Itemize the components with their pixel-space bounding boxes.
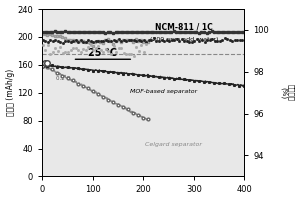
Text: 0.2 C: 0.2 C: [56, 76, 70, 81]
Text: Celgard separator: Celgard separator: [145, 142, 202, 147]
Text: 25 °C: 25 °C: [88, 48, 117, 58]
Y-axis label: 比容量 (mAh/g): 比容量 (mAh/g): [6, 69, 15, 116]
Text: MOF-based separator: MOF-based separator: [130, 89, 197, 94]
Y-axis label: 库伦效率
(%): 库伦效率 (%): [280, 84, 294, 101]
Text: (200 ppm add. water): (200 ppm add. water): [149, 37, 218, 42]
Text: NCM-811 / 1C: NCM-811 / 1C: [155, 22, 213, 31]
